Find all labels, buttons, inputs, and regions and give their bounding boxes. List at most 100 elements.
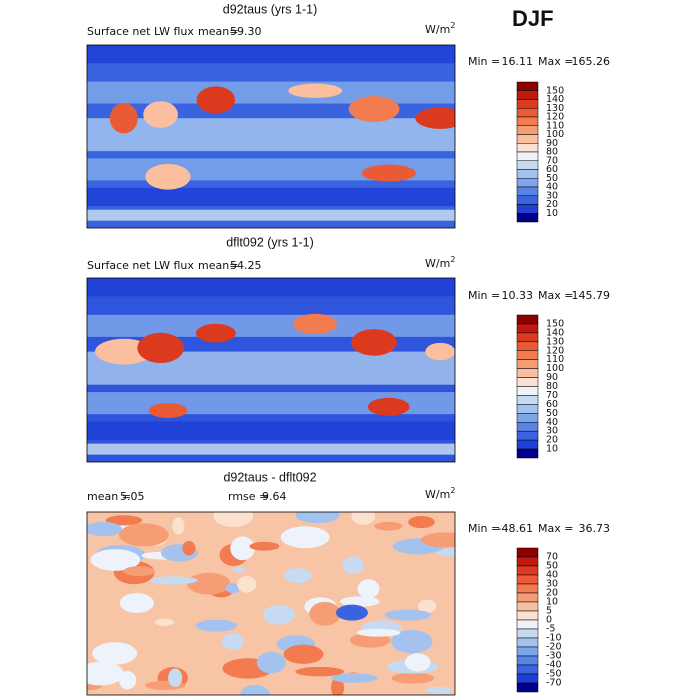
colorbar-box	[516, 213, 539, 223]
colorbar-box	[516, 350, 539, 360]
map-blob	[426, 686, 453, 695]
colorbar-label: 40	[546, 417, 558, 428]
map-blob	[172, 517, 185, 535]
colorbar-label: -70	[546, 678, 562, 689]
map-band	[87, 209, 455, 221]
map-band	[87, 314, 455, 337]
map-blob	[213, 512, 254, 528]
max-label: Max =	[538, 522, 573, 535]
colorbar-box	[516, 377, 539, 387]
map-frame	[86, 277, 456, 463]
colorbar-label: 10	[546, 444, 558, 455]
map-blob	[118, 523, 169, 547]
map-blob	[230, 536, 255, 561]
map-blob	[283, 644, 324, 664]
map-blob	[137, 332, 184, 364]
colorbar-label: 70	[546, 390, 558, 401]
min-value: -48.61	[498, 522, 533, 535]
colorbar-label: 120	[546, 345, 564, 356]
map-blob	[415, 107, 455, 129]
map-blob	[309, 601, 341, 626]
map-blob	[249, 541, 280, 551]
colorbar-label: 30	[546, 190, 558, 201]
units-base: W/m	[425, 488, 450, 501]
colorbar-box	[516, 332, 539, 343]
colorbar-box	[516, 646, 539, 657]
colorbar-box	[516, 143, 539, 153]
max-label: Max =	[538, 55, 573, 68]
colorbar-box	[516, 108, 539, 118]
colorbar-label: 50	[546, 408, 558, 419]
map-blob	[236, 575, 257, 593]
map-blob	[186, 572, 231, 595]
map-band	[87, 45, 455, 64]
min-value: 16.11	[502, 55, 534, 68]
map-blob	[195, 619, 238, 632]
map-band	[87, 443, 455, 455]
map-band	[87, 81, 455, 104]
map-blob	[374, 521, 403, 531]
colorbar-box	[516, 341, 539, 351]
colorbar-label: 40	[546, 182, 558, 193]
map-blob	[339, 596, 380, 607]
stat-value: 59.30	[230, 25, 262, 38]
map	[87, 278, 455, 462]
colorbar-label: 90	[546, 138, 558, 149]
map-blob	[87, 661, 124, 686]
colorbar-box	[516, 169, 539, 179]
colorbar-box	[516, 610, 539, 621]
map-blob	[425, 342, 455, 361]
map-blob	[148, 402, 188, 419]
map-blob	[221, 633, 245, 650]
map-blob	[367, 397, 410, 416]
map-blob	[182, 541, 196, 556]
colorbar-label: 150	[546, 85, 564, 96]
colorbar-box	[516, 160, 539, 170]
colorbar-box	[516, 151, 539, 161]
map	[87, 45, 455, 228]
map-blob	[119, 593, 154, 613]
map-blob	[342, 556, 364, 575]
map-blob	[168, 668, 183, 687]
panel-title: dflt092 (yrs 1-1)	[226, 235, 314, 249]
map-blob	[417, 599, 437, 613]
max-value: 145.79	[572, 289, 611, 302]
colorbar-box	[516, 323, 539, 334]
min-label: Min =	[468, 55, 500, 68]
map-blob	[280, 526, 330, 549]
colorbar-box	[516, 637, 539, 648]
colorbar-box	[516, 81, 539, 91]
colorbar-box	[516, 448, 539, 459]
colorbar-label: 50	[546, 561, 558, 572]
colorbar-box	[516, 628, 539, 639]
colorbar-box	[516, 547, 539, 558]
colorbar-label: 5	[546, 606, 552, 617]
colorbar-box	[516, 413, 539, 423]
units-base: W/m	[425, 23, 450, 36]
field-label: Surface net LW flux	[87, 259, 194, 272]
stat-value: 5.05	[120, 490, 145, 503]
colorbar-box	[516, 601, 539, 612]
map-blob	[408, 515, 435, 529]
colorbar-box	[516, 395, 539, 405]
colorbar-label: 100	[546, 363, 564, 374]
colorbar-label: 10	[546, 208, 558, 219]
map-blob	[391, 630, 433, 654]
map-blob	[331, 673, 378, 683]
map-blob	[357, 579, 380, 599]
colorbar-label: 80	[546, 147, 558, 158]
colorbar-box	[516, 574, 539, 585]
colorbar-box	[516, 556, 539, 567]
colorbar-label: 110	[546, 120, 564, 131]
max-value: 165.26	[572, 55, 611, 68]
colorbar-box	[516, 359, 539, 369]
max-value: 36.73	[579, 522, 611, 535]
stat-label: mean=	[198, 259, 238, 272]
colorbar-label: 60	[546, 399, 558, 410]
map-blob	[421, 532, 455, 548]
units-sup: 2	[450, 255, 455, 264]
colorbar-label: 90	[546, 372, 558, 383]
panel-title: d92taus - dflt092	[223, 470, 316, 484]
colorbar-label: 50	[546, 173, 558, 184]
